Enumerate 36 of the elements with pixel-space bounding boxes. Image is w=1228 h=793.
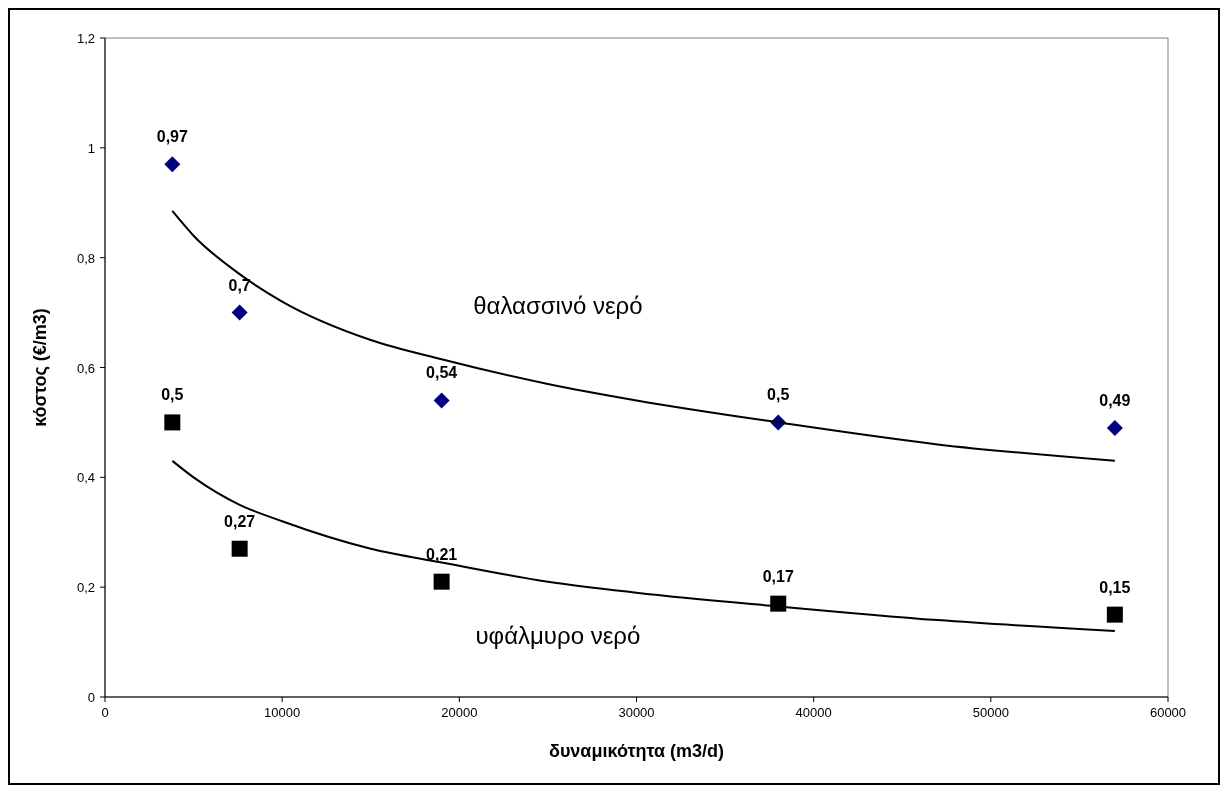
x-tick-label: 20000 [441,705,478,720]
y-axis-title: κόστος (€/m3) [30,308,50,427]
x-tick-label: 50000 [972,705,1009,720]
data-label: 0,5 [161,386,184,404]
x-tick-label: 30000 [618,705,655,720]
data-label: 0,27 [224,512,256,530]
series-label: θαλασσινό νερό [473,291,643,319]
y-tick-label: 0,2 [76,580,95,596]
point [164,414,181,431]
point [433,573,450,590]
y-tick-label: 0 [87,690,95,705]
point [1106,419,1123,436]
x-axis-title: δυναμικότητα (m3/d) [548,741,725,761]
x-tick-label: 0 [101,705,109,720]
point [231,304,248,321]
data-label: 0,54 [426,364,458,382]
point [231,540,248,557]
point [433,392,450,409]
y-tick-label: 1,2 [76,31,95,46]
point [1106,606,1123,623]
series-label: υφάλμυρο νερό [475,621,641,649]
y-tick-label: 0,8 [76,250,95,266]
data-label: 0,5 [767,386,790,404]
data-label: 0,49 [1099,391,1131,409]
data-label: 0,97 [156,128,188,146]
x-tick-label: 10000 [264,705,301,720]
data-label: 0,17 [762,567,794,585]
data-label: 0,15 [1099,578,1131,596]
y-tick-label: 1 [87,140,95,156]
data-label: 0,21 [426,545,458,563]
x-tick-label: 60000 [1149,705,1187,720]
data-label: 0,7 [228,276,251,294]
point [164,156,181,173]
y-tick-label: 0,6 [76,360,95,376]
y-tick-label: 0,4 [76,470,95,486]
x-tick-label: 40000 [795,705,832,720]
